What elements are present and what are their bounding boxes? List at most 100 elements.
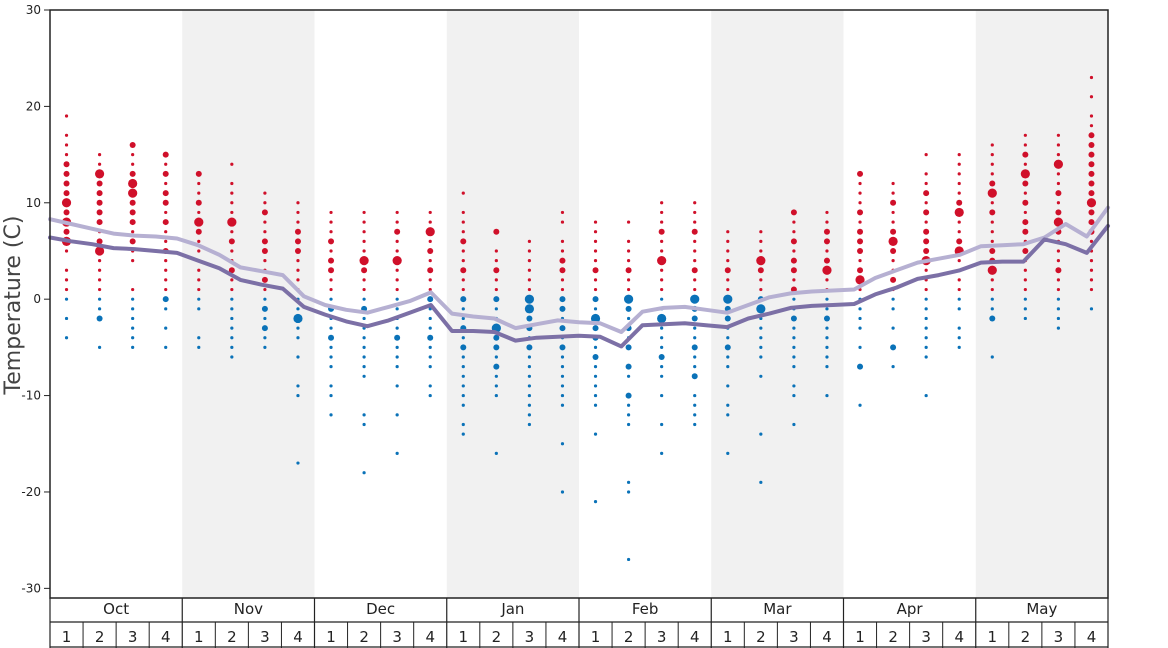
warm-dot <box>1088 219 1095 226</box>
cold-dot <box>131 345 135 349</box>
warm-dot <box>263 230 267 234</box>
warm-dot <box>726 259 730 263</box>
warm-dot <box>890 199 897 206</box>
cold-dot <box>924 345 928 349</box>
week-label: 1 <box>194 628 204 646</box>
warm-dot <box>461 287 465 292</box>
warm-dot <box>527 278 532 282</box>
warm-dot <box>230 201 234 205</box>
warm-dot <box>1022 199 1029 206</box>
cold-dot <box>891 365 895 369</box>
warm-dot <box>63 190 70 197</box>
cold-dot <box>362 413 366 417</box>
cold-dot <box>626 480 631 484</box>
warm-dot <box>823 238 830 245</box>
warm-dot <box>726 287 730 292</box>
warm-dot <box>990 287 994 292</box>
warm-dot <box>493 267 500 274</box>
week-label: 4 <box>690 628 700 646</box>
cold-dot <box>957 336 961 340</box>
warm-dot <box>94 169 105 179</box>
warm-dot <box>957 220 961 224</box>
warm-dot <box>957 191 961 195</box>
week-label: 4 <box>954 628 964 646</box>
warm-dot <box>131 230 135 234</box>
cold-dot <box>97 307 102 311</box>
warm-dot <box>64 143 69 147</box>
warm-dot <box>294 247 301 254</box>
warm-dot <box>858 201 862 205</box>
warm-dot <box>987 188 997 198</box>
warm-dot <box>792 278 796 282</box>
cold-dot <box>427 334 434 341</box>
cold-dot <box>461 422 465 427</box>
warm-dot <box>63 180 70 187</box>
warm-dot <box>63 170 70 177</box>
warm-dot <box>460 267 467 274</box>
warm-dot <box>294 228 301 235</box>
y-tick-label: 10 <box>26 196 41 210</box>
warm-dot <box>494 278 498 282</box>
cold-dot <box>64 336 69 340</box>
warm-dot <box>891 259 895 263</box>
warm-dot <box>924 152 928 157</box>
cold-dot <box>924 326 928 330</box>
warm-dot <box>96 199 103 206</box>
cold-dot <box>957 297 961 301</box>
cold-dot <box>461 316 465 321</box>
warm-dot <box>822 265 832 275</box>
warm-dot <box>164 287 168 292</box>
cold-dot <box>593 384 598 388</box>
warm-dot <box>164 162 168 166</box>
warm-dot <box>858 259 862 263</box>
week-label: 4 <box>425 628 435 646</box>
cold-dot <box>395 345 399 349</box>
warm-dot <box>792 249 796 253</box>
warm-dot <box>756 256 766 266</box>
warm-dot <box>559 267 566 274</box>
warm-dot <box>97 287 102 292</box>
warm-dot <box>64 133 69 137</box>
warm-dot <box>129 209 136 216</box>
warm-dot <box>1089 268 1094 272</box>
cold-dot <box>560 365 565 369</box>
month-label: Nov <box>234 600 263 618</box>
warm-dot <box>394 228 401 235</box>
warm-dot <box>395 239 399 243</box>
warm-dot <box>957 278 961 282</box>
cold-dot <box>924 393 928 398</box>
warm-dot <box>1055 209 1062 216</box>
cold-dot <box>428 316 432 321</box>
cold-dot <box>693 336 697 340</box>
warm-dot <box>64 152 69 157</box>
warm-dot <box>1022 247 1029 254</box>
cold-dot <box>657 313 667 324</box>
cold-dot <box>759 345 763 349</box>
warm-dot <box>858 191 862 195</box>
week-label: 2 <box>359 628 369 646</box>
warm-dot <box>63 209 70 216</box>
warm-dot <box>790 257 797 264</box>
cold-dot <box>990 355 994 359</box>
warm-dot <box>427 247 434 254</box>
cold-dot <box>64 297 69 301</box>
warm-dot <box>625 267 632 274</box>
warm-dot <box>857 228 864 235</box>
warm-dot <box>230 191 234 195</box>
warm-dot <box>759 287 763 292</box>
warm-dot <box>263 220 267 224</box>
warm-dot <box>989 247 996 254</box>
warm-dot <box>61 198 72 208</box>
cold-dot <box>626 316 631 321</box>
cold-dot <box>858 316 862 321</box>
cold-dot <box>427 296 434 303</box>
warm-dot <box>1023 162 1027 166</box>
cold-dot <box>691 315 698 322</box>
warm-dot <box>96 219 103 226</box>
warm-dot <box>261 247 268 254</box>
y-tick-label: -10 <box>21 389 41 403</box>
cold-dot <box>428 326 432 330</box>
cold-dot <box>593 432 598 436</box>
warm-dot <box>924 268 928 272</box>
warm-dot <box>461 259 465 263</box>
